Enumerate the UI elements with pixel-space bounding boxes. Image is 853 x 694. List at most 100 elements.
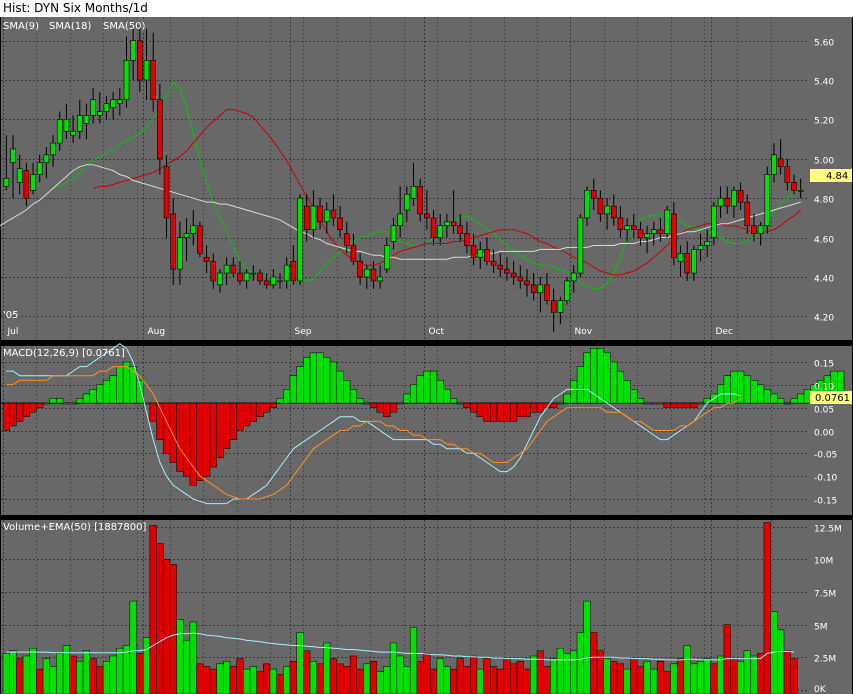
candle-down — [263, 280, 270, 286]
macd-bar-positive — [56, 398, 64, 404]
candle-up — [143, 60, 150, 81]
volume-bar-down — [496, 668, 504, 694]
volume-bars — [2, 522, 798, 694]
macd-bar-positive — [76, 398, 84, 404]
volume-bar-up — [603, 658, 611, 694]
candle-down — [210, 260, 217, 282]
volume-bar-up — [363, 663, 371, 694]
macd-bar-negative — [663, 402, 671, 408]
year-label: '05 — [3, 310, 18, 321]
macd-bar-negative — [29, 402, 37, 413]
macd-bar-negative — [476, 402, 484, 418]
macd-bar-negative — [463, 402, 471, 408]
volume-bar-up — [570, 650, 578, 694]
date-tick-label: Jul — [7, 327, 19, 337]
price-tick-label: 4.60 — [814, 236, 834, 246]
candle-up — [103, 103, 110, 112]
volume-bar-down — [449, 668, 458, 694]
date-tick-label: Nov — [575, 327, 593, 337]
volume-bar-down — [229, 666, 237, 694]
macd-bar-positive — [596, 348, 605, 404]
macd-bar-positive — [343, 380, 351, 404]
macd-bar-positive — [803, 389, 811, 404]
macd-bar-negative — [483, 402, 491, 422]
macd-bar-positive — [750, 380, 758, 404]
candle-down — [630, 225, 637, 231]
macd-bar-positive — [309, 352, 317, 404]
volume-bar-up — [716, 655, 725, 694]
volume-bar-down — [343, 666, 351, 694]
volume-bar-up — [56, 653, 64, 694]
volume-bar-down — [630, 658, 638, 694]
candle-up — [604, 205, 610, 215]
candle-up — [570, 272, 577, 282]
volume-bar-down — [209, 668, 217, 694]
candle-down — [737, 190, 744, 203]
price-tick-label: 5.00 — [814, 157, 834, 167]
candle-up — [717, 197, 724, 207]
price-axis-ticks: 4.20 4.40 4.60 4.80 5.00 5.20 5.40 5.60 — [814, 39, 834, 324]
macd-bar-negative — [176, 402, 184, 472]
macd-bar-positive — [336, 370, 344, 404]
volume-bar-down — [536, 650, 544, 694]
candle-up — [651, 229, 657, 234]
macd-bar-positive — [89, 389, 97, 404]
candle-down — [590, 190, 597, 199]
macd-bar-positive — [136, 380, 144, 404]
macd-bar-positive — [42, 402, 50, 405]
macd-bar-positive — [603, 352, 611, 404]
date-tick-label: Oct — [429, 327, 445, 337]
macd-bar-positive — [396, 402, 404, 405]
macd-bar-negative — [523, 402, 531, 418]
candle-up — [404, 193, 410, 211]
candle-down — [751, 225, 757, 234]
volume-tick-label: 7.5M — [814, 590, 836, 600]
macd-tick-label: -0.10 — [814, 474, 838, 484]
volume-bar-down — [263, 663, 271, 694]
volume-bar-down — [490, 666, 498, 694]
macd-bar-negative — [530, 402, 538, 413]
volume-bar-down — [416, 660, 424, 694]
candle-up — [377, 276, 383, 282]
macd-bar-positive — [590, 348, 598, 404]
volume-bar-up — [109, 655, 117, 694]
candle-down — [417, 186, 423, 215]
candle-down — [457, 225, 464, 234]
macd-bar-positive — [363, 402, 371, 405]
window-title: Hist: DYN Six Months/1d — [0, 0, 853, 17]
macd-bar-positive — [650, 402, 658, 405]
macd-bar-positive — [636, 398, 645, 404]
volume-bar-up — [750, 655, 758, 694]
candle-up — [664, 209, 670, 234]
volume-bar-down — [276, 674, 284, 694]
volume-bar-down — [169, 564, 177, 694]
macd-bar-negative — [670, 402, 678, 408]
candle-up — [16, 168, 23, 183]
macd-bar-negative — [223, 402, 231, 450]
macd-bar-negative — [249, 402, 257, 422]
volume-bar-up — [2, 653, 10, 694]
candle-down — [657, 229, 664, 234]
macd-bar-negative — [182, 402, 191, 477]
candle-up — [10, 148, 16, 164]
volume-bar-up — [49, 666, 57, 694]
date-tick-label: Sep — [295, 327, 312, 337]
candle-down — [470, 245, 477, 258]
candle-down — [510, 272, 517, 278]
macd-bar-positive — [62, 402, 71, 405]
macd-bar-negative — [203, 402, 211, 477]
macd-bar-positive — [329, 361, 338, 404]
price-tick-label: 4.80 — [814, 196, 834, 206]
macd-bar-positive — [610, 361, 618, 404]
macd-bar-positive — [556, 402, 564, 405]
candle-up — [63, 119, 70, 132]
volume-bar-up — [176, 619, 184, 694]
candle-down — [350, 245, 357, 262]
volume-bar-up — [283, 666, 291, 694]
macd-bar-positive — [730, 370, 738, 404]
candle-up — [410, 186, 417, 199]
macd-bar-negative — [229, 402, 237, 440]
volume-bar-down — [89, 658, 97, 694]
volume-bar-up — [29, 647, 37, 694]
volume-bar-up — [323, 642, 331, 694]
